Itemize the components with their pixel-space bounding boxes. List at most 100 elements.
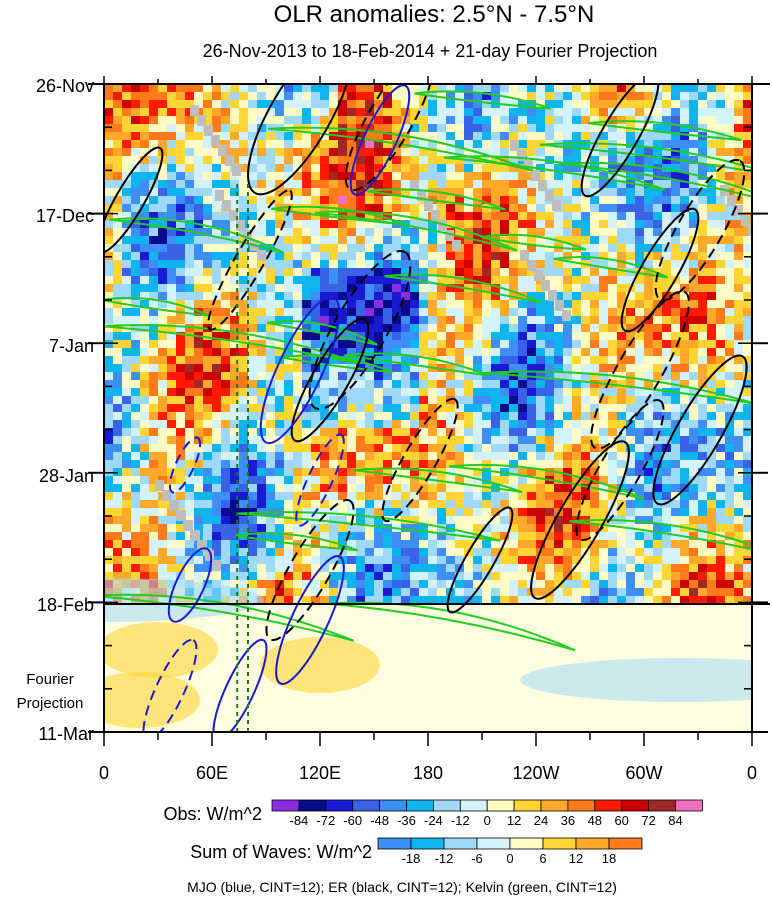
obs-cell — [680, 108, 690, 117]
obs-cell — [239, 196, 249, 205]
obs-cell — [239, 132, 249, 141]
obs-cell — [113, 284, 123, 293]
obs-cell — [482, 548, 492, 557]
obs-cell — [716, 548, 726, 557]
obs-cell — [563, 364, 573, 373]
obs-cell — [365, 348, 375, 357]
obs-cell — [302, 492, 312, 501]
obs-cell — [203, 100, 213, 109]
obs-cell — [248, 116, 258, 125]
obs-cell — [239, 140, 249, 149]
obs-cell — [230, 92, 240, 101]
obs-cell — [257, 356, 267, 365]
obs-cell — [680, 188, 690, 197]
obs-cell — [185, 356, 195, 365]
obs-cell — [563, 132, 573, 141]
obs-cell — [491, 524, 501, 533]
obs-cell — [266, 588, 276, 597]
obs-cell — [446, 188, 456, 197]
obs-cell — [320, 548, 330, 557]
obs-cell — [338, 220, 348, 229]
obs-cell — [392, 500, 402, 509]
obs-cell — [446, 452, 456, 461]
obs-cell — [383, 292, 393, 301]
obs-cell — [113, 356, 123, 365]
obs-cell — [284, 444, 294, 453]
obs-cell — [356, 540, 366, 549]
obs-cell — [473, 164, 483, 173]
obs-cell — [338, 404, 348, 413]
obs-cell — [527, 436, 537, 445]
obs-cell — [311, 260, 321, 269]
obs-cell — [563, 284, 573, 293]
obs-cell — [635, 476, 645, 485]
obs-cell — [374, 316, 384, 325]
obs-cell — [158, 156, 168, 165]
obs-cell — [383, 84, 393, 93]
obs-cell — [329, 164, 339, 173]
obs-cell — [689, 412, 699, 421]
obs-cell — [293, 412, 303, 421]
obs-cell — [635, 364, 645, 373]
obs-cell — [158, 556, 168, 565]
obs-cell — [608, 412, 618, 421]
obs-cell — [716, 124, 726, 133]
obs-cell — [626, 132, 636, 141]
obs-cell — [455, 412, 465, 421]
missing-data-cell — [452, 240, 461, 251]
obs-cell — [455, 524, 465, 533]
obs-cell — [563, 180, 573, 189]
obs-cell — [275, 332, 285, 341]
obs-cell — [635, 484, 645, 493]
obs-cell — [590, 492, 600, 501]
obs-cell — [329, 412, 339, 421]
obs-cell — [725, 332, 735, 341]
obs-cell — [662, 412, 672, 421]
obs-cell — [194, 300, 204, 309]
obs-cell — [644, 100, 654, 109]
obs-cell — [122, 388, 132, 397]
obs-cell — [437, 244, 447, 253]
obs-cell — [275, 284, 285, 293]
obs-cell — [428, 516, 438, 525]
obs-cell — [194, 348, 204, 357]
obs-cell — [338, 372, 348, 381]
obs-cell — [689, 500, 699, 509]
obs-cell — [257, 452, 267, 461]
obs-cell — [644, 428, 654, 437]
obs-cell — [653, 484, 663, 493]
obs-cell — [437, 156, 447, 165]
obs-cell — [464, 244, 474, 253]
obs-cell — [680, 468, 690, 477]
obs-cell — [158, 396, 168, 405]
obs-cell — [149, 460, 159, 469]
obs-cell — [176, 412, 186, 421]
obs-cell — [401, 228, 411, 237]
missing-data-cell — [445, 230, 454, 241]
obs-cell — [491, 284, 501, 293]
obs-cell — [509, 92, 519, 101]
obs-cell — [140, 500, 150, 509]
obs-cell — [455, 548, 465, 557]
obs-cell — [158, 516, 168, 525]
obs-cell — [410, 308, 420, 317]
obs-cell — [500, 196, 510, 205]
obs-cell — [536, 172, 546, 181]
obs-cell — [716, 380, 726, 389]
obs-cell — [302, 340, 312, 349]
obs-cell — [203, 220, 213, 229]
obs-cell — [536, 476, 546, 485]
obs-cell — [266, 476, 276, 485]
chart-subtitle: 26-Nov-2013 to 18-Feb-2014 + 21-day Four… — [203, 41, 658, 61]
obs-cell — [527, 564, 537, 573]
obs-cell — [329, 556, 339, 565]
obs-cell — [185, 484, 195, 493]
obs-cell — [545, 548, 555, 557]
obs-cell — [473, 220, 483, 229]
obs-cell — [689, 404, 699, 413]
obs-cell — [140, 348, 150, 357]
obs-cell — [266, 388, 276, 397]
obs-cell — [473, 412, 483, 421]
obs-cell — [104, 188, 114, 197]
obs-cell — [329, 476, 339, 485]
